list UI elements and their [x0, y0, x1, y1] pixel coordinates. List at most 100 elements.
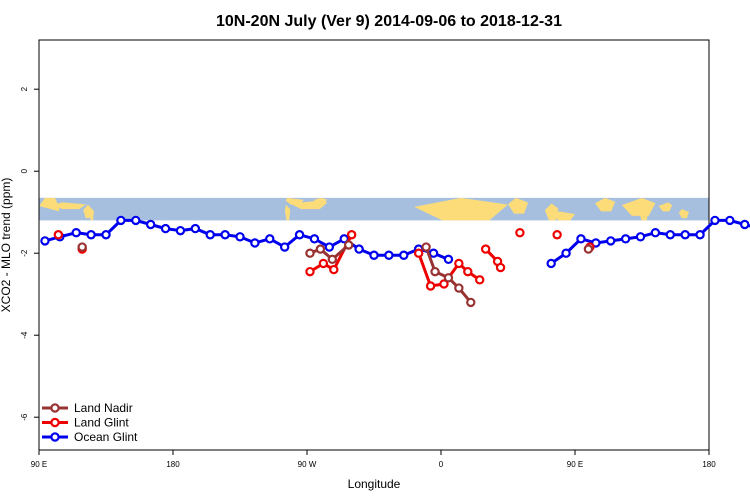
y-axis-label: XCO2 - MLO trend (ppm): [0, 178, 13, 313]
data-point: [583, 244, 594, 254]
data-point: [413, 248, 424, 258]
data-point: [327, 254, 338, 265]
data-point: [439, 279, 449, 289]
data-point: [265, 234, 275, 244]
data-point: [591, 238, 601, 248]
legend-label: Land Nadir: [74, 401, 133, 415]
data-point: [561, 248, 571, 258]
legend-marker: [50, 403, 60, 413]
data-point: [680, 230, 690, 240]
data-point: [552, 230, 562, 240]
data-point: [305, 248, 315, 258]
data-point: [116, 215, 126, 226]
map-land-shape: [39, 197, 60, 212]
data-point: [339, 234, 349, 244]
series-land-glint: [53, 227, 595, 291]
data-point: [160, 223, 171, 234]
data-point: [620, 234, 631, 244]
data-point: [53, 230, 64, 240]
map-land-shape: [83, 204, 92, 219]
x-axis-ticks: 90 E 180 90 W 0 90 E 180: [31, 450, 716, 469]
x-axis-label: Longitude: [348, 477, 401, 491]
data-point: [463, 266, 473, 277]
legend-marker: [50, 417, 60, 428]
y-tick-label: -6: [20, 413, 29, 421]
data-point: [315, 244, 326, 254]
data-point: [369, 250, 379, 260]
data-point: [318, 258, 329, 269]
data-point: [421, 242, 431, 252]
data-point: [695, 230, 705, 240]
map-land-shape: [678, 209, 689, 219]
map-land-shape: [508, 197, 529, 214]
legend-marker: [50, 432, 60, 442]
y-axis-ticks: -6 -4 -2 0 2: [20, 86, 39, 421]
data-point: [546, 258, 556, 269]
data-point: [650, 227, 661, 238]
map-land-shape: [595, 197, 616, 212]
y-tick-label: -2: [20, 249, 29, 257]
data-point: [40, 236, 50, 246]
y-tick-label: -4: [20, 331, 29, 339]
map-land-shape: [658, 202, 673, 212]
data-point: [77, 242, 87, 252]
map-land-shape: [52, 202, 86, 210]
map-land-shape: [313, 197, 328, 204]
data-point: [576, 234, 586, 244]
data-point: [235, 232, 245, 242]
map-land-shape: [89, 206, 94, 221]
data-point: [399, 250, 409, 260]
data-point: [205, 230, 215, 240]
map-ocean: [39, 197, 709, 221]
data-point: [101, 230, 111, 240]
data-point: [384, 250, 394, 260]
data-point: [454, 283, 464, 293]
series-land-nadir: [77, 240, 594, 308]
legend-label: Ocean Glint: [74, 430, 138, 444]
data-point: [279, 242, 290, 252]
data-point: [329, 264, 339, 275]
data-point: [250, 238, 260, 248]
data-point: [131, 215, 141, 226]
x-tick-label: 0: [439, 460, 444, 469]
data-point: [346, 230, 357, 240]
map-land-shape: [638, 204, 649, 221]
data-point: [220, 230, 230, 240]
data-point: [725, 215, 735, 226]
data-point: [466, 297, 476, 308]
chart-title: 10N-20N July (Ver 9) 2014-09-06 to 2018-…: [216, 13, 562, 30]
data-point: [425, 281, 436, 291]
x-tick-label: 180: [702, 460, 716, 469]
data-point: [443, 273, 454, 283]
data-point: [354, 244, 364, 254]
data-point: [495, 262, 506, 273]
series-ocean-glint: [40, 215, 750, 269]
series-layer: [40, 215, 750, 308]
map-land-shape: [551, 211, 575, 221]
x-tick-label: 90 W: [298, 460, 317, 469]
world-map-strip: [39, 197, 709, 221]
data-point: [606, 236, 616, 246]
data-point: [443, 254, 454, 265]
data-point: [515, 227, 525, 238]
data-point: [475, 275, 485, 285]
data-point: [454, 258, 464, 269]
series-line: [44, 218, 450, 261]
data-point: [480, 244, 491, 254]
data-point: [145, 219, 156, 230]
data-point: [324, 242, 335, 252]
x-tick-label: 180: [166, 460, 180, 469]
plot-frame: [38, 39, 710, 451]
data-point: [343, 240, 354, 250]
data-point: [190, 223, 201, 234]
data-point: [86, 230, 96, 240]
data-point: [71, 227, 81, 238]
data-point: [430, 266, 440, 277]
x-tick-label: 90 E: [31, 460, 47, 469]
data-point: [175, 225, 186, 236]
y-tick-label: 2: [20, 86, 29, 91]
map-land-shape: [284, 204, 291, 221]
data-point: [309, 234, 320, 244]
